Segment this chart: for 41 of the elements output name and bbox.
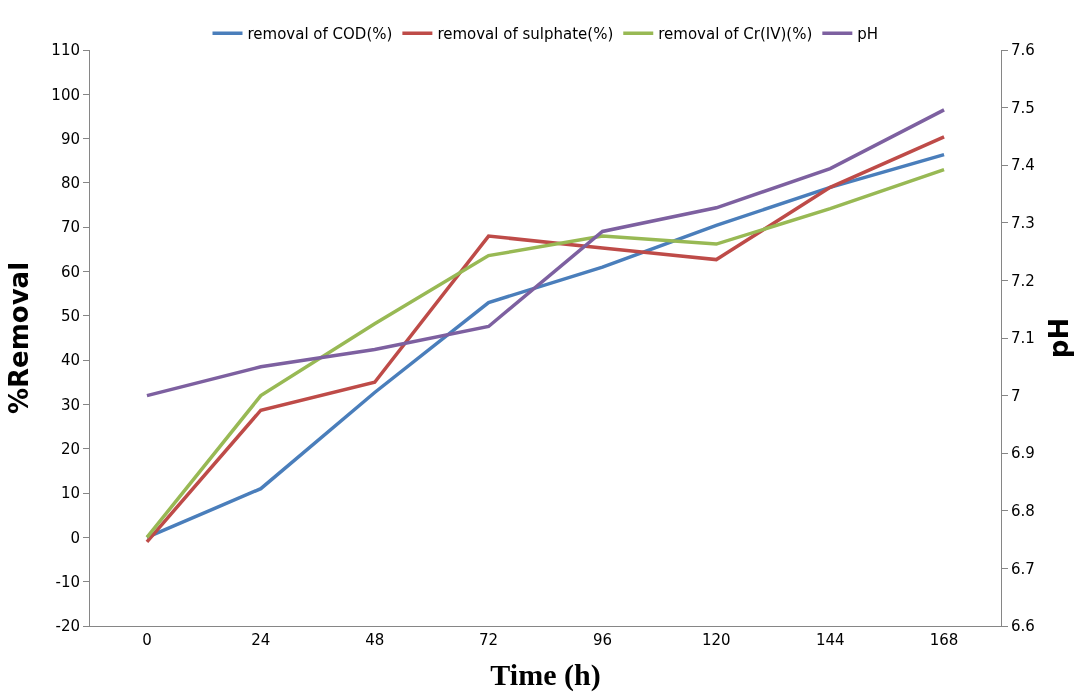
x-tick-label: 168 [929,631,959,649]
y2-tick-label: 6.8 [1011,502,1035,521]
y-tick-label: 80 [60,174,80,193]
y-tick-label: -20 [55,617,80,636]
x-tick-label: 24 [251,631,271,649]
x-tick-label: 120 [701,631,731,649]
y2-tick-label: 7.5 [1011,98,1035,117]
y-axis-title: %Removal [3,261,34,415]
y2-tick-label: 7.1 [1011,329,1035,348]
y2-tick-label: 7.3 [1011,214,1035,233]
y-tick-label: 10 [60,484,80,503]
x-tick-label: 0 [142,631,152,649]
y2-tick-label: 7 [1011,386,1021,405]
y-tick-label: 100 [51,85,80,104]
y-tick-label: 0 [70,528,80,547]
legend-label: pH [857,25,879,44]
y2-tick-label: 7.4 [1011,156,1035,175]
x-tick-label: 144 [815,631,845,649]
y2-axis-title: pH [1043,317,1074,359]
y-tick-label: 50 [60,307,80,326]
y-tick-label: 60 [60,262,80,281]
y-tick-label: 90 [60,129,80,148]
x-tick-label: 96 [592,631,612,649]
y2-tick-label: 6.7 [1011,559,1035,578]
y2-tick-label: 6.9 [1011,444,1035,463]
y2-tick-label: 6.6 [1011,617,1035,636]
legend-label: removal of COD(%) [247,25,393,44]
x-tick-label: 72 [479,631,499,649]
y-tick-label: 70 [60,218,80,237]
y2-tick-label: 7.2 [1011,271,1035,290]
y2-tick-label: 7.6 [1011,41,1035,60]
line-series [145,108,946,398]
x-tick-label: 48 [365,631,385,649]
legend-label: removal of sulphate(%) [437,25,614,44]
y-tick-label: 30 [60,395,80,414]
y-tick-label: 40 [60,351,80,370]
legend-label: removal of Cr(IV)(%) [658,25,813,44]
x-axis-title: Time (h) [490,657,601,692]
y-tick-label: 110 [51,41,80,60]
y-tick-label: 20 [60,440,80,459]
y-tick-label: -10 [55,572,80,591]
